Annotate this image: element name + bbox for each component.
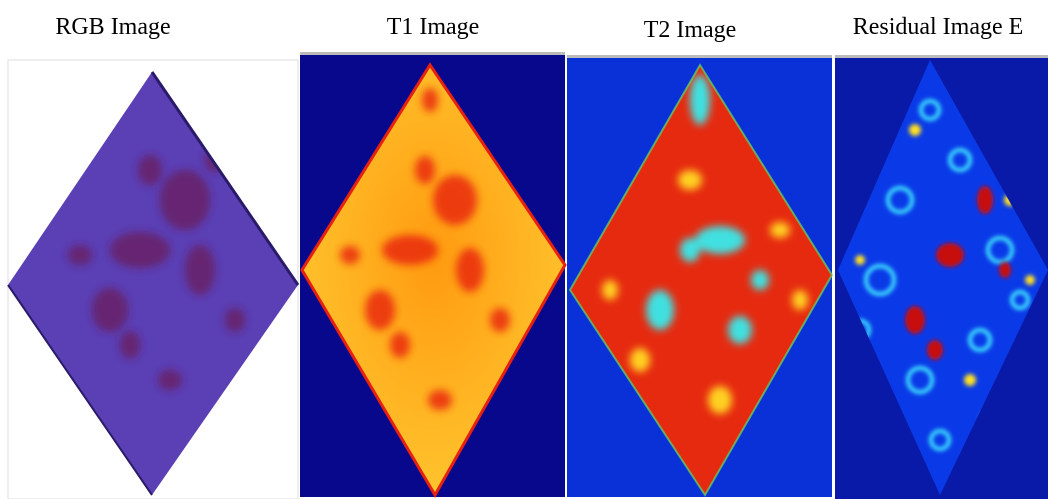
t1-image (300, 52, 565, 497)
t2-image (567, 55, 832, 497)
panel-title: RGB Image (55, 14, 170, 40)
panel-title: T2 Image (644, 17, 737, 43)
panel-title: Residual Image E (853, 14, 1024, 40)
panel-title: T1 Image (387, 14, 480, 40)
rgb-image (8, 60, 298, 499)
residual-image (835, 55, 1048, 499)
figure: RGB Image T1 Image T2 Image Residual Ima… (0, 0, 1048, 499)
